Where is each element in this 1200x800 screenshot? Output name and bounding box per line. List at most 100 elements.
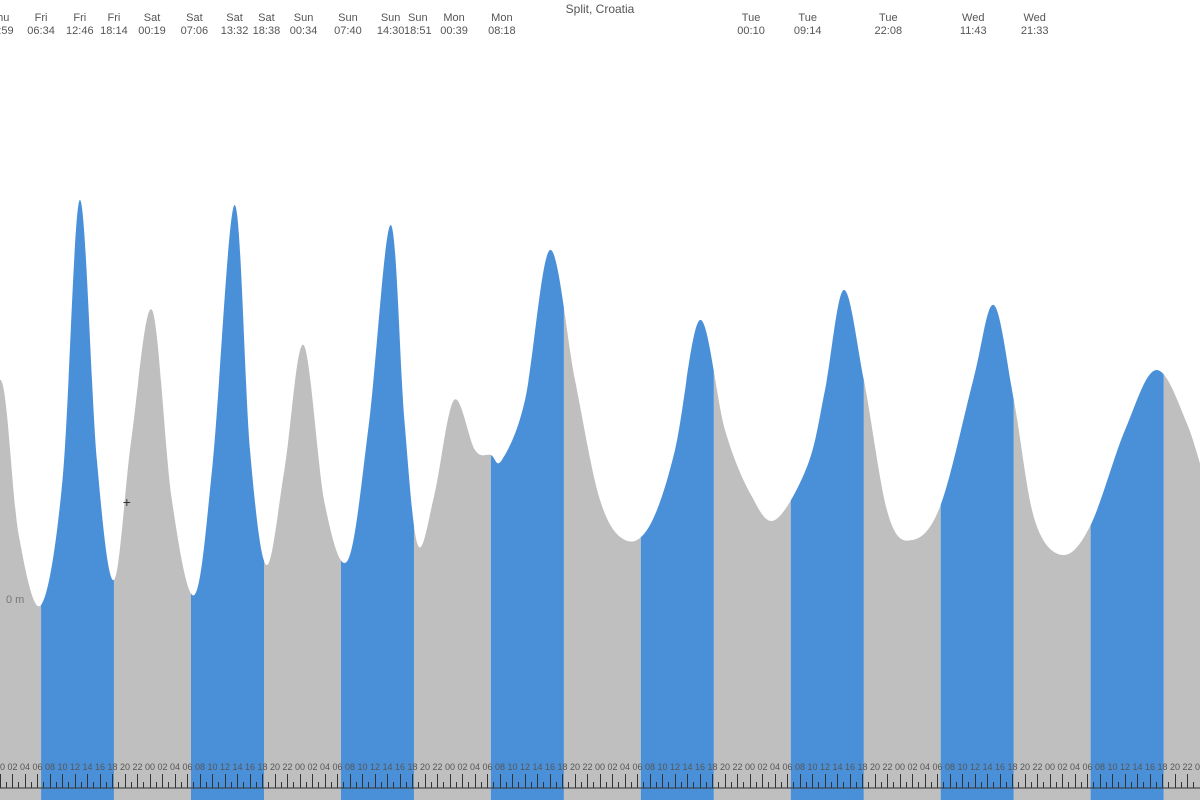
hour-tick	[737, 774, 738, 788]
hour-label: 06	[182, 762, 192, 772]
hour-tick	[775, 774, 776, 788]
hour-label: 16	[845, 762, 855, 772]
hour-label: 04	[320, 762, 330, 772]
hour-label: 12	[970, 762, 980, 772]
hour-tick	[981, 782, 982, 788]
hour-tick	[906, 782, 907, 788]
hour-label: 22	[1182, 762, 1192, 772]
hour-tick	[743, 782, 744, 788]
hour-label: 10	[357, 762, 367, 772]
hour-label: 08	[495, 762, 505, 772]
hour-label: 12	[1120, 762, 1130, 772]
hour-label: 06	[332, 762, 342, 772]
hour-tick	[881, 782, 882, 788]
hour-label: 08	[45, 762, 55, 772]
hour-tick	[1125, 774, 1126, 788]
hour-tick	[812, 774, 813, 788]
hour-tick	[187, 774, 188, 788]
hour-tick	[362, 774, 363, 788]
hour-label: 12	[370, 762, 380, 772]
hour-tick	[781, 782, 782, 788]
hour-label: 22	[1032, 762, 1042, 772]
hour-tick	[31, 782, 32, 788]
hour-tick	[831, 782, 832, 788]
hour-tick	[1006, 782, 1007, 788]
hour-label: 02	[157, 762, 167, 772]
hour-tick	[406, 782, 407, 788]
hour-tick	[475, 774, 476, 788]
hour-tick	[556, 782, 557, 788]
hour-label: 14	[232, 762, 242, 772]
hour-tick	[268, 782, 269, 788]
hour-label: 12	[220, 762, 230, 772]
hour-tick	[462, 774, 463, 788]
hour-tick	[1062, 774, 1063, 788]
hour-tick	[287, 774, 288, 788]
chart-svg	[0, 0, 1200, 800]
hour-tick	[293, 782, 294, 788]
hour-label: 22	[882, 762, 892, 772]
hour-tick	[306, 782, 307, 788]
hour-tick	[387, 774, 388, 788]
hour-tick	[50, 774, 51, 788]
hour-tick	[1025, 774, 1026, 788]
hour-label: 22	[132, 762, 142, 772]
hour-label: 08	[195, 762, 205, 772]
hour-tick	[412, 774, 413, 788]
hour-tick	[93, 782, 94, 788]
hour-label: 14	[1132, 762, 1142, 772]
hour-tick	[1168, 782, 1169, 788]
hour-tick	[1050, 774, 1051, 788]
hour-label: 18	[1157, 762, 1167, 772]
hour-tick	[112, 774, 113, 788]
crosshair-icon: +	[123, 496, 131, 512]
hour-label: 00	[595, 762, 605, 772]
hour-tick	[543, 782, 544, 788]
hour-label: 20	[270, 762, 280, 772]
hour-tick	[218, 782, 219, 788]
hour-tick	[675, 774, 676, 788]
hour-tick	[356, 782, 357, 788]
hour-tick	[606, 782, 607, 788]
hour-label: 10	[507, 762, 517, 772]
hour-label: 04	[620, 762, 630, 772]
hour-tick	[37, 774, 38, 788]
hour-label: 20	[420, 762, 430, 772]
hour-tick	[843, 782, 844, 788]
hour-tick	[912, 774, 913, 788]
hour-tick	[875, 774, 876, 788]
hour-tick	[468, 782, 469, 788]
hour-tick	[687, 774, 688, 788]
hour-tick	[993, 782, 994, 788]
hour-tick	[456, 782, 457, 788]
hour-tick	[700, 774, 701, 788]
hour-tick	[131, 782, 132, 788]
hour-label: 08	[945, 762, 955, 772]
hour-tick	[850, 774, 851, 788]
hour-tick	[656, 782, 657, 788]
hour-tick	[1112, 774, 1113, 788]
hour-label: 00	[295, 762, 305, 772]
hour-tick	[1181, 782, 1182, 788]
hour-tick	[25, 774, 26, 788]
hour-label: 06	[782, 762, 792, 772]
hour-label: 20	[570, 762, 580, 772]
hour-tick	[818, 782, 819, 788]
hour-label: 18	[257, 762, 267, 772]
hour-label: 04	[920, 762, 930, 772]
hour-tick	[962, 774, 963, 788]
hour-label: 08	[345, 762, 355, 772]
hour-label: 06	[1082, 762, 1092, 772]
hour-tick	[637, 774, 638, 788]
hour-tick	[343, 782, 344, 788]
hour-tick	[937, 774, 938, 788]
hour-tick	[481, 782, 482, 788]
hour-tick	[100, 774, 101, 788]
hour-label: 22	[432, 762, 442, 772]
hour-tick	[431, 782, 432, 788]
hour-tick	[237, 774, 238, 788]
hour-tick	[1056, 782, 1057, 788]
hour-tick	[300, 774, 301, 788]
hour-tick	[581, 782, 582, 788]
hour-tick	[618, 782, 619, 788]
